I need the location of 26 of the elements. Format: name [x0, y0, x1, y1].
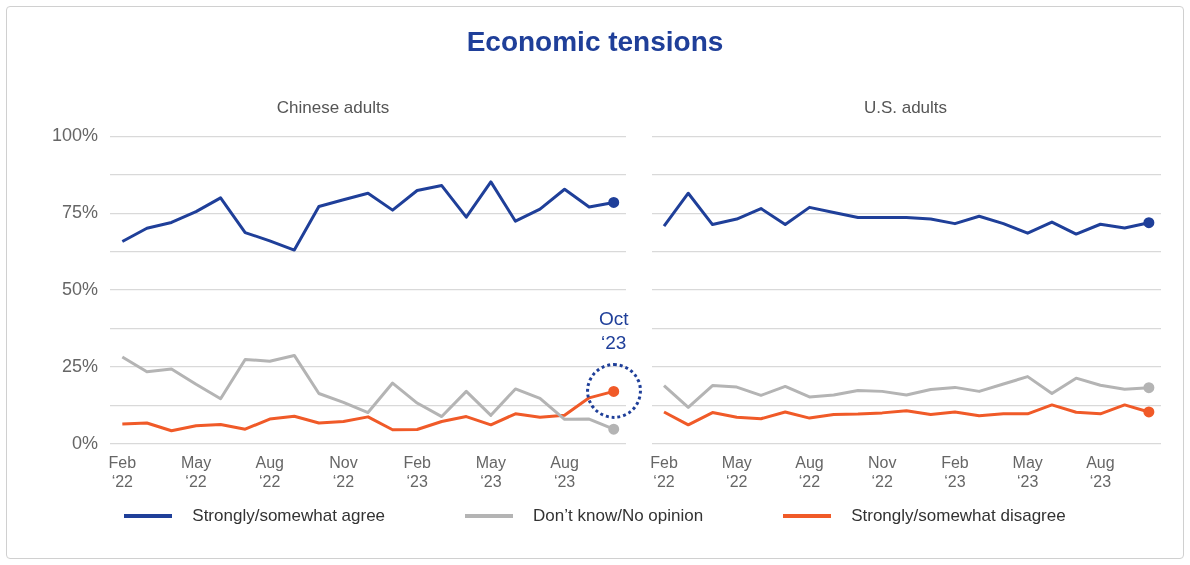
chart-subtitle: Chinese adults	[276, 97, 390, 117]
x-tick-label: Aug ‘23	[550, 453, 579, 490]
x-tick-label: May ‘23	[1012, 453, 1043, 490]
y-tick-label: 0%	[72, 432, 99, 453]
chart-subtitle: U.S. adults	[863, 97, 948, 117]
y-tick-label: 75%	[62, 202, 99, 223]
x-tick-label: Feb ‘23	[403, 453, 432, 490]
annotation: Oct ‘23	[597, 307, 630, 356]
chart-title: Economic tensions	[465, 26, 725, 58]
x-tick-label: Feb ‘22	[108, 453, 137, 490]
legend-label: Strongly/somewhat disagree	[851, 506, 1066, 526]
x-tick-label: May ‘23	[475, 453, 506, 490]
x-tick-label: May ‘22	[721, 453, 752, 490]
legend-label: Strongly/somewhat agree	[192, 506, 386, 526]
x-tick-label: Aug ‘22	[795, 453, 824, 490]
x-tick-label: Aug ‘22	[255, 453, 284, 490]
y-tick-label: 100%	[51, 125, 99, 146]
y-tick-label: 50%	[62, 278, 99, 299]
x-tick-label: Nov ‘22	[329, 453, 358, 490]
legend-label: Don’t know/No opinion	[533, 506, 704, 526]
x-tick-label: Aug ‘23	[1086, 453, 1115, 490]
y-tick-label: 25%	[62, 355, 99, 376]
x-tick-label: Nov ‘22	[867, 453, 897, 490]
x-tick-label: Feb ‘22	[650, 453, 678, 490]
x-tick-label: May ‘22	[180, 453, 212, 490]
x-tick-label: Feb ‘23	[941, 453, 969, 490]
